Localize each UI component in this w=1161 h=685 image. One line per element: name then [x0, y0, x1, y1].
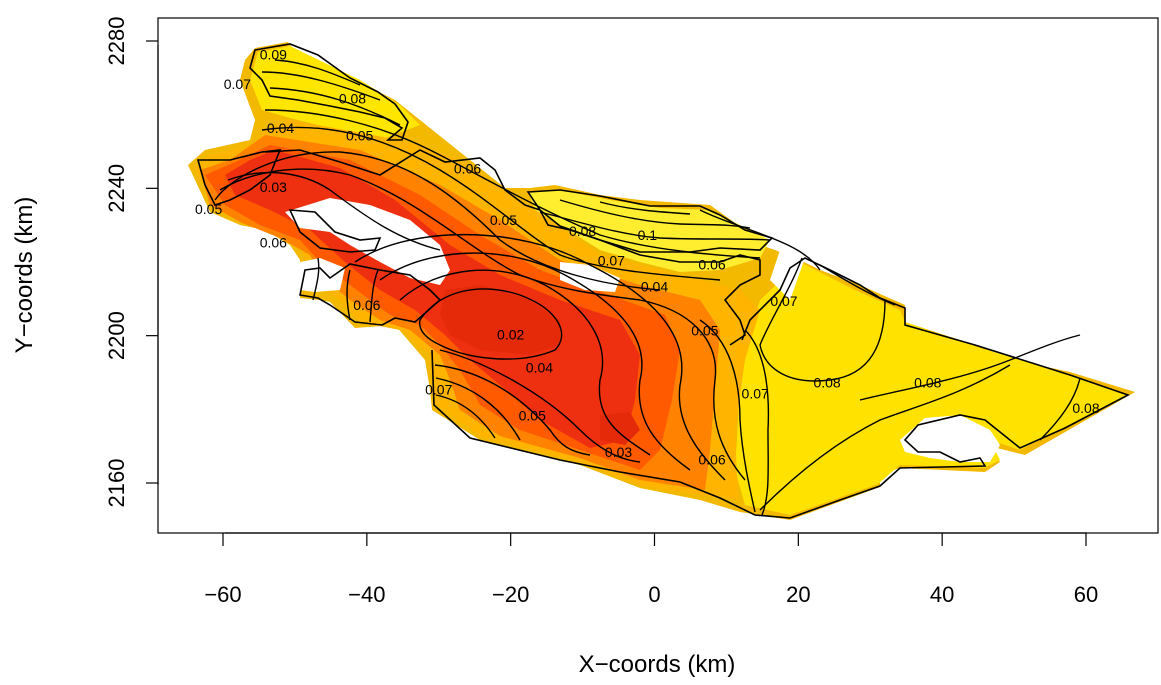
contour-label: 0.06 [698, 452, 725, 468]
contour-line [261, 126, 721, 281]
coast-south [431, 257, 1131, 519]
contour-label: 0.05 [519, 407, 546, 423]
x-tick-label: 60 [1074, 582, 1098, 607]
contour-label: 0.04 [526, 360, 553, 376]
contour-label: 0.06 [353, 297, 380, 313]
contour-line [269, 87, 401, 126]
contour-line [435, 394, 496, 439]
contour-label: 0.08 [339, 91, 366, 107]
contour-line [1039, 377, 1081, 441]
zone-yellow-east [735, 262, 1128, 515]
contour-label: 0.07 [425, 382, 452, 398]
contour-line [214, 151, 661, 291]
x-tick-label: 0 [648, 582, 660, 607]
contour-label: 0.08 [914, 374, 941, 390]
x-tick-label: −20 [492, 582, 529, 607]
contour-line [759, 257, 886, 382]
contour-labels: 0.090.070.080.04 0.050.060.030.050.050.08… [195, 46, 1100, 467]
contour-line [744, 329, 770, 516]
x-tick-label: 40 [930, 582, 954, 607]
x-axis: −60 −40 −20 0 20 40 60 X−coords (km) [204, 532, 1098, 678]
gap-central [560, 262, 620, 292]
contour-line [312, 257, 320, 301]
zone-red-deep [440, 285, 560, 355]
contour-label: 0.05 [195, 201, 222, 217]
x-tick-label: −60 [204, 582, 241, 607]
contour-label: 0.03 [260, 179, 287, 195]
x-tick-label: 20 [786, 582, 810, 607]
contour-label: 0.07 [598, 253, 625, 269]
contour-label: 0.07 [770, 293, 797, 309]
y-tick-label: 2240 [104, 164, 129, 213]
y-tick-label: 2200 [104, 311, 129, 360]
contour-line [439, 349, 641, 463]
contour-label: 0.05 [691, 323, 718, 339]
y-tick-group: 2160 2200 2240 2280 [104, 17, 158, 508]
contour-label: 0.03 [605, 444, 632, 460]
contour-line [435, 377, 521, 441]
contour-line [418, 288, 563, 360]
gap-west-inlet [285, 198, 450, 285]
contour-label: 0.06 [260, 234, 287, 250]
contour-line [639, 299, 746, 481]
contour-label: 0.04 [641, 278, 668, 294]
contour-label: 0.04 [267, 120, 294, 136]
contour-label: 0.08 [813, 374, 840, 390]
contour-label: 0.05 [346, 127, 373, 143]
contour-label: 0.09 [260, 46, 287, 62]
contour-label: 0.06 [454, 161, 481, 177]
contour-label: 0.07 [742, 385, 769, 401]
contour-line [264, 109, 761, 259]
contour-line [559, 199, 751, 229]
contour-line [819, 264, 896, 306]
x-tick-label: −40 [348, 582, 385, 607]
contour-line [759, 364, 1011, 511]
contour-label: 0.07 [224, 76, 251, 92]
coast-west-spit [196, 149, 282, 206]
contour-line [274, 59, 361, 86]
contour-line [599, 201, 691, 215]
coast-north-east-lobe [526, 189, 774, 253]
contour-label: 0.08 [1072, 400, 1099, 416]
contour-line [859, 334, 1081, 401]
gap-south-bay [900, 415, 1000, 462]
contour-line [261, 71, 381, 101]
contour-line [399, 269, 651, 456]
gap-left-notch [300, 258, 345, 292]
contour-line [699, 319, 756, 513]
contour-line [219, 168, 641, 301]
contour-line [434, 364, 591, 456]
x-axis-title: X−coords (km) [579, 651, 736, 678]
zone-red-deep-south [600, 412, 640, 445]
coastline [196, 43, 1131, 519]
y-tick-label: 2280 [104, 17, 129, 66]
contour-label: 0.02 [497, 326, 524, 342]
contour-line [354, 233, 726, 481]
contour-line [699, 209, 821, 271]
contour-line [379, 252, 691, 471]
contour-line [539, 211, 771, 241]
x-tick-group: −60 −40 −20 0 20 40 60 [204, 533, 1098, 607]
y-axis: 2160 2200 2240 2280 Y−coords (km) [11, 17, 159, 508]
contour-label: 0.05 [490, 212, 517, 228]
y-axis-title: Y−coords (km) [11, 197, 38, 354]
contour-line [369, 269, 379, 323]
contour-line [227, 171, 441, 251]
contour-lines [214, 59, 1081, 516]
y-tick-label: 2160 [104, 459, 129, 508]
contour-label: 0.06 [698, 256, 725, 272]
coast-west-inlet [288, 209, 382, 253]
contour-line [346, 269, 351, 321]
contour-label: 0.1 [638, 227, 658, 243]
contour-label: 0.08 [569, 223, 596, 239]
